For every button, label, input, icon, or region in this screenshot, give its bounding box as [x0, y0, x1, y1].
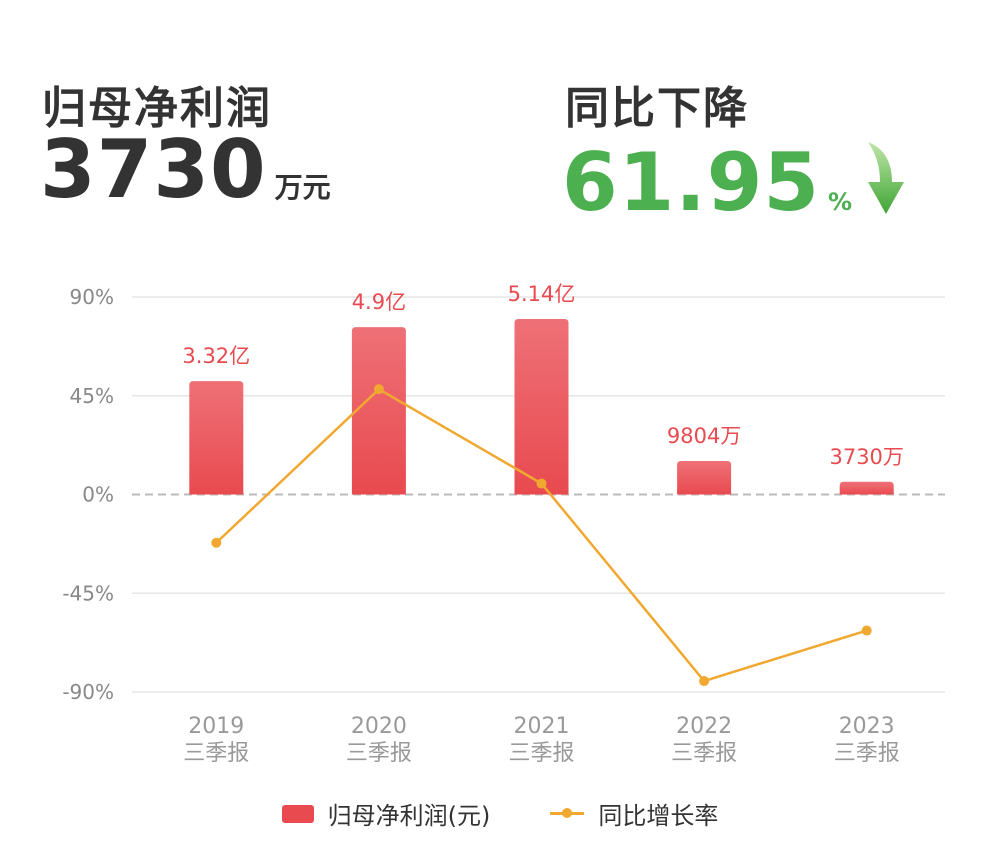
- x-category-year: 2020: [351, 714, 407, 739]
- y-tick-label: -90%: [62, 680, 114, 704]
- chart-legend: 归母净利润(元) 同比增长率: [0, 796, 1000, 831]
- x-category-period: 三季报: [834, 741, 900, 766]
- bar-value-label: 9804万: [667, 424, 741, 448]
- yoy-change-value-group: 61.95 %: [562, 130, 912, 223]
- bar: [839, 481, 894, 495]
- x-category-year: 2021: [514, 714, 570, 739]
- growth-point: [211, 537, 222, 548]
- legend-bar-swatch: [281, 804, 314, 823]
- bar: [677, 461, 732, 495]
- x-category-period: 三季报: [346, 741, 412, 766]
- net-profit-value: 3730: [40, 123, 267, 216]
- bar-value-label: 3.32亿: [182, 344, 250, 368]
- down-arrow-icon: [868, 142, 905, 214]
- legend-net-profit-label: 归母净利润(元): [327, 802, 491, 830]
- yoy-change-value: 61.95: [562, 136, 821, 229]
- legend-line-swatch: [550, 808, 585, 818]
- net-profit-value-group: 3730 万元: [40, 130, 331, 210]
- y-tick-label: 0%: [82, 483, 114, 507]
- bar-value-label: 4.9亿: [352, 290, 406, 314]
- yoy-change-label: 同比下降: [565, 83, 749, 134]
- x-category-period: 三季报: [671, 741, 737, 766]
- bar: [514, 318, 569, 495]
- bar-value-label: 5.14亿: [508, 282, 576, 306]
- legend-item-yoy-growth[interactable]: 同比增长率: [550, 796, 718, 831]
- x-category-year: 2023: [839, 714, 895, 739]
- y-tick-label: 90%: [70, 285, 114, 309]
- x-category-year: 2022: [676, 714, 732, 739]
- growth-point: [373, 384, 384, 395]
- net-profit-chart: 90% 45% 0% -45% -90% 3.32亿 4.9亿 5.14亿 9804万 3730…: [62, 282, 945, 766]
- growth-point: [536, 478, 547, 489]
- legend-yoy-growth-label: 同比增长率: [598, 802, 719, 830]
- x-category-period: 三季报: [508, 741, 574, 766]
- y-tick-label: -45%: [62, 581, 114, 605]
- bar: [351, 327, 406, 495]
- bar: [189, 381, 244, 495]
- y-tick-label: 45%: [70, 384, 114, 408]
- bar-value-label: 3730万: [829, 445, 903, 469]
- x-category-year: 2019: [188, 714, 244, 739]
- net-profit-unit: 万元: [274, 171, 331, 204]
- yoy-change-unit: %: [828, 188, 853, 216]
- net-profit-label: 归母净利润: [42, 83, 272, 134]
- legend-item-net-profit[interactable]: 归母净利润(元): [281, 796, 491, 831]
- growth-point: [861, 625, 872, 636]
- growth-point: [699, 676, 710, 687]
- x-category-period: 三季报: [183, 741, 249, 766]
